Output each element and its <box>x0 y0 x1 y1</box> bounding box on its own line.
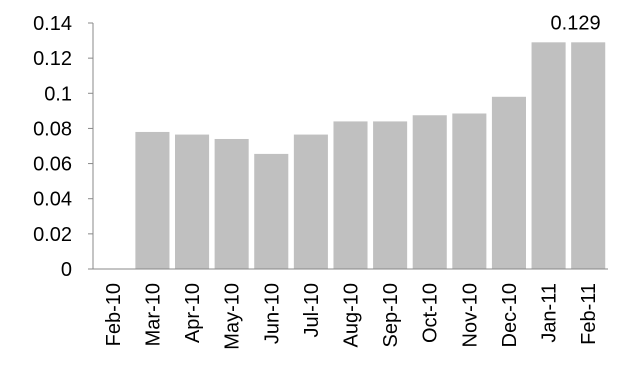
bar-nov-10 <box>452 113 487 269</box>
bar-mar-10 <box>135 131 170 269</box>
y-tick-label: 0.06 <box>33 154 72 176</box>
x-axis-labels: Feb-10 Mar-10 Apr-10 May-10 Jun-10 Jul-10 Aug-… <box>103 283 600 350</box>
x-tick-label: Sep-10 <box>380 283 402 348</box>
x-tick-label: Oct-10 <box>420 283 442 343</box>
data-labels: 0.129 <box>551 12 601 34</box>
x-tick-label: Mar-10 <box>142 283 164 346</box>
bar-apr-10 <box>175 134 210 269</box>
x-tick-label: Aug-10 <box>341 283 363 348</box>
y-tick-label: 0 <box>61 259 72 281</box>
bar-aug-10 <box>333 121 368 270</box>
y-axis-ticks: 0 0.02 0.04 0.06 0.08 0.1 0.12 0.14 <box>33 13 93 281</box>
x-tick-label: Jun-10 <box>261 283 283 344</box>
bar-jul-10 <box>293 134 328 269</box>
x-tick-label: Dec-10 <box>499 283 521 347</box>
bar-oct-10 <box>412 115 447 269</box>
y-tick-label: 0.1 <box>44 83 72 105</box>
y-tick-label: 0.04 <box>33 189 72 211</box>
bar-dec-10 <box>491 96 526 269</box>
y-tick-label: 0.12 <box>33 48 72 70</box>
x-tick-label: Apr-10 <box>182 283 204 343</box>
bar-jun-10 <box>254 153 289 269</box>
x-tick-label: Jul-10 <box>301 283 323 337</box>
bar-may-10 <box>214 138 249 269</box>
y-tick-label: 0.02 <box>33 224 72 246</box>
data-label: 0.129 <box>551 12 601 34</box>
bar-jan-11 <box>531 42 566 270</box>
bar-feb-11 <box>571 42 606 270</box>
x-tick-label: Feb-11 <box>578 283 600 345</box>
bar-sep-10 <box>373 121 408 270</box>
x-tick-label: May-10 <box>222 283 244 350</box>
y-tick-label: 0.14 <box>33 13 72 35</box>
x-tick-label: Jan-11 <box>539 283 561 343</box>
x-tick-label: Nov-10 <box>459 283 481 347</box>
bars <box>135 42 606 270</box>
y-tick-label: 0.08 <box>33 118 72 140</box>
x-tick-label: Feb-10 <box>103 283 125 346</box>
